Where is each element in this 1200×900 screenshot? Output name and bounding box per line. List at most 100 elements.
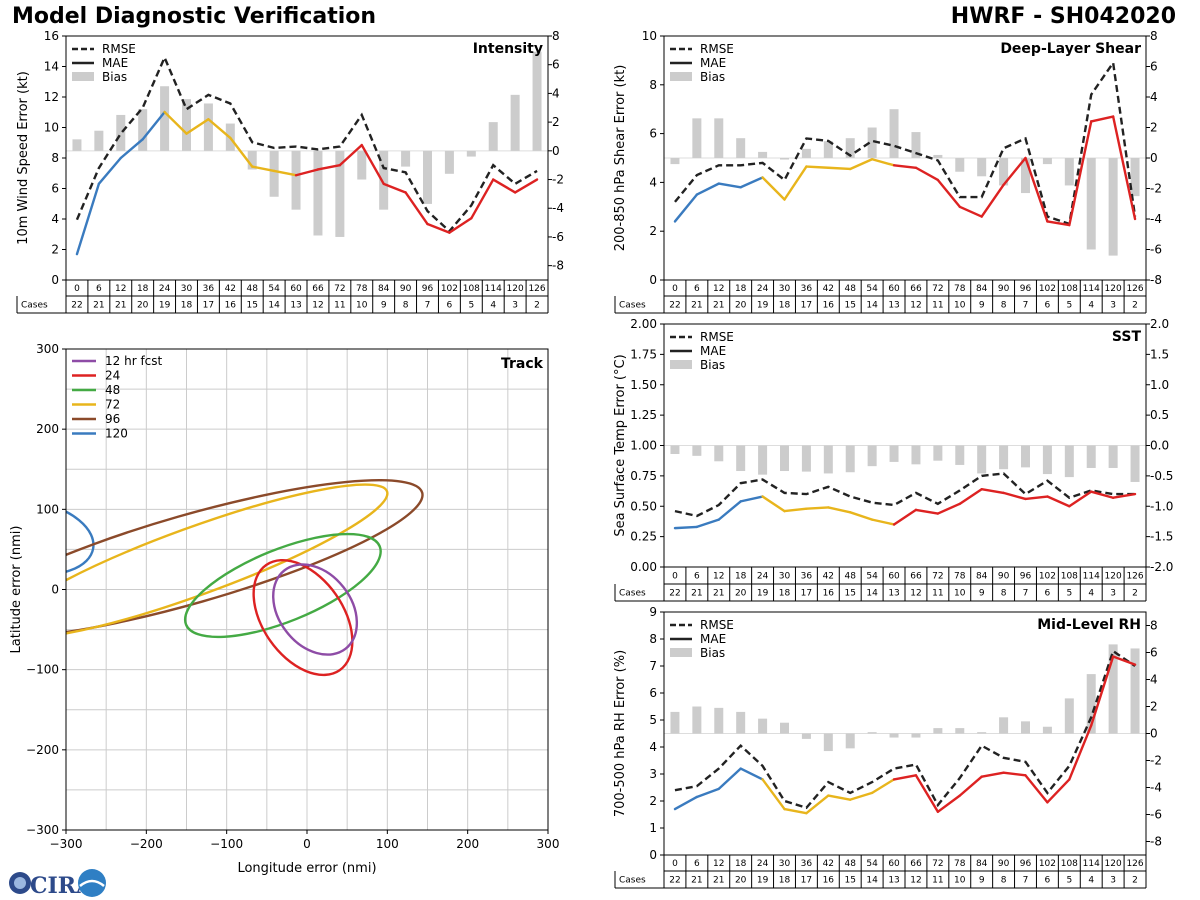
cases-cell: 11: [932, 876, 943, 886]
y2-tick-label: -8: [552, 259, 564, 273]
storm-id: HWRF - SH042020: [950, 4, 1176, 29]
cases-cell: 20: [735, 876, 747, 886]
forecast-hour-cell: 102: [1039, 859, 1056, 869]
cases-cell: 5: [1066, 876, 1072, 886]
forecast-hour-cell: 12: [115, 284, 126, 294]
forecast-hour-cell: 78: [356, 284, 368, 294]
mae-segment: [1111, 655, 1137, 666]
y-tick-label: 6: [51, 182, 59, 196]
cases-cell: 13: [888, 589, 899, 599]
y-tick-label: −300: [26, 823, 59, 837]
forecast-hour-cell: 6: [694, 284, 700, 294]
cases-cell: 4: [490, 301, 496, 311]
bias-bar: [401, 150, 411, 167]
cases-cell: 19: [757, 301, 769, 311]
mae-segment: [1068, 120, 1093, 227]
y2-tick-label: 8: [552, 29, 560, 43]
mae-segment: [1024, 495, 1049, 501]
mae-segment: [1068, 724, 1093, 781]
mae-segment: [870, 778, 896, 795]
y-tick-label: 9: [649, 605, 657, 619]
y2-tick-label: 6: [1150, 646, 1158, 660]
cases-cell: 17: [801, 589, 812, 599]
forecast-hour-cell: 18: [735, 859, 747, 869]
track-ellipse-72: [66, 483, 389, 640]
cases-cell: 15: [247, 301, 258, 311]
legend-label: 120: [105, 427, 128, 441]
mae-segment: [316, 163, 342, 171]
mae-segment: [272, 169, 298, 177]
forecast-hour-cell: 84: [378, 284, 390, 294]
bias-bar: [758, 151, 768, 158]
bias-bar: [1064, 698, 1074, 734]
cases-cell: 12: [312, 301, 323, 311]
mae-segment: [958, 205, 983, 218]
bias-bar: [823, 141, 833, 158]
mae-segment: [739, 176, 764, 189]
y2-tick-label: 0.5: [1150, 408, 1169, 422]
y-tick-label: 16: [44, 29, 59, 43]
mae-segment: [470, 178, 495, 220]
bias-bar: [335, 150, 345, 237]
legend-bias-swatch: [670, 648, 692, 657]
mae-segment: [739, 495, 764, 503]
forecast-hour-cell: 24: [757, 572, 769, 582]
forecast-hour-cell: 12: [713, 859, 724, 869]
cases-cell: 12: [910, 589, 921, 599]
track-ellipses: [66, 479, 424, 677]
forecast-hour-cell: 18: [735, 284, 747, 294]
y2-tick-label: 4: [1150, 90, 1158, 104]
cases-cell: 8: [1001, 876, 1007, 886]
forecast-hour-cell: 48: [247, 284, 259, 294]
panel-sst: 0.000.250.500.751.001.251.501.752.00-2.0…: [613, 317, 1173, 602]
mae-segment: [958, 775, 983, 797]
x-axis-label: Longitude error (nmi): [237, 861, 376, 876]
y-axis-label: 200-850 hPa Shear Error (kt): [613, 65, 628, 252]
y-tick-label: 1.00: [630, 439, 657, 453]
forecast-hour-cell: 60: [888, 284, 900, 294]
bias-bar: [1042, 726, 1052, 734]
track-ellipse-48: [183, 532, 382, 639]
mae-segment: [492, 178, 517, 194]
y2-tick-label: 8: [1150, 619, 1158, 633]
mae-segment: [717, 500, 742, 521]
bias-bar: [423, 150, 432, 204]
bias-bar: [736, 445, 746, 472]
bias-bar: [867, 445, 877, 467]
track-ellipse-96: [66, 479, 424, 640]
bias-bar: [670, 445, 680, 455]
forecast-hour-cell: 66: [312, 284, 324, 294]
mae-segment: [1090, 115, 1115, 123]
forecast-hour-cell: 36: [801, 284, 813, 294]
cases-label: Cases: [619, 589, 646, 599]
cases-cell: 13: [290, 301, 301, 311]
y-tick-label: −200: [26, 743, 59, 757]
cases-cell: 12: [910, 876, 921, 886]
y2-tick-label: -6: [1150, 808, 1162, 822]
bias-bar: [692, 706, 702, 734]
mae-segment: [936, 794, 961, 813]
mae-segment: [1111, 115, 1137, 221]
y2-tick-label: 2: [552, 115, 560, 129]
forecast-hour-cell: 96: [1020, 572, 1032, 582]
mae-segment: [870, 518, 896, 526]
y2-tick-label: -2: [1150, 182, 1162, 196]
mae-segment: [783, 807, 808, 815]
forecast-hour-cell: 36: [203, 284, 215, 294]
y-tick-label: 12: [44, 90, 59, 104]
cases-cell: 12: [910, 301, 921, 311]
forecast-hour-cell: 114: [485, 284, 502, 294]
bias-bar: [845, 138, 855, 158]
y-axis-label: 10m Wind Speed Error (kt): [16, 71, 31, 245]
forecast-hour-cell: 72: [932, 284, 943, 294]
mae-segment: [958, 488, 983, 506]
mae-segment: [1068, 490, 1093, 508]
mae-segment: [404, 191, 429, 226]
y2-tick-label: 2: [1150, 700, 1158, 714]
cases-cell: 17: [801, 876, 812, 886]
mae-segment: [382, 182, 407, 194]
y-tick-label: 4: [649, 175, 657, 189]
cases-cell: 7: [1023, 301, 1029, 311]
cases-cell: 10: [356, 301, 368, 311]
